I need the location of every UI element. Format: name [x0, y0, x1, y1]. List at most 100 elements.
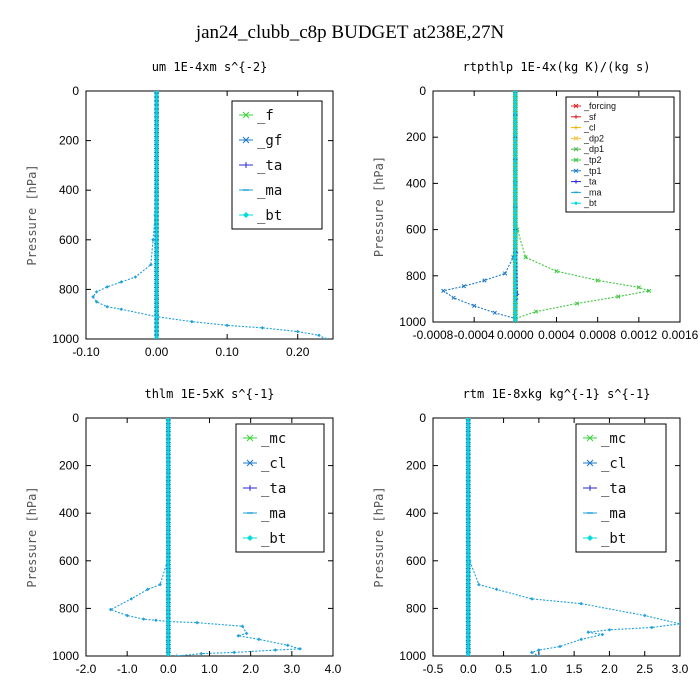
legend: _mc _cl _ta _ma _bt: [235, 423, 325, 553]
y-tick-label: 600: [406, 554, 426, 568]
data-point: [466, 453, 471, 459]
legend-label: _gf: [257, 133, 282, 149]
y-axis-label: Pressure [hPa]: [372, 156, 386, 257]
data-point: [166, 568, 171, 573]
series-bt: [166, 418, 171, 656]
legend-marker: [242, 111, 250, 119]
x-tick-label: 0.0004: [538, 328, 575, 342]
legend-label: _ta: [583, 177, 597, 187]
data-point: [513, 162, 518, 168]
data-point: [94, 300, 99, 304]
series-group: [441, 91, 652, 322]
legend-marker: [247, 485, 253, 491]
data-point: [154, 263, 159, 268]
data-point: [466, 629, 471, 634]
data-point: [154, 303, 159, 308]
data-point: [513, 277, 518, 282]
data-point: [166, 511, 171, 516]
data-point: [91, 295, 95, 299]
panel-title: um 1E-4xm s^{-2}: [152, 60, 268, 74]
y-tick-label: 600: [59, 233, 79, 247]
data-point: [154, 144, 159, 149]
data-point: [466, 587, 471, 592]
legend-entry: _bt: [239, 208, 282, 224]
data-point: [513, 192, 518, 197]
data-point: [154, 295, 159, 300]
data-point: [466, 446, 471, 451]
data-point: [166, 488, 171, 493]
legend-marker: [573, 136, 579, 141]
legend-entry: _ma: [243, 506, 286, 522]
x-tick-label: 0.0008: [579, 328, 616, 342]
data-point: [513, 114, 518, 120]
data-point: [513, 173, 518, 179]
data-point: [513, 155, 518, 160]
data-point: [465, 418, 471, 421]
data-point: [477, 582, 481, 587]
legend-marker: [574, 179, 578, 184]
data-point: [513, 91, 518, 94]
data-point: [466, 507, 471, 512]
data-point: [466, 552, 471, 558]
data-point: [129, 597, 134, 601]
data-point: [154, 247, 159, 252]
data-point: [154, 128, 159, 133]
legend-marker: [242, 136, 250, 144]
data-point: [298, 647, 302, 651]
legend-entry: _tp2: [571, 155, 602, 165]
data-point: [466, 491, 471, 497]
data-point: [154, 334, 159, 339]
data-point: [513, 236, 518, 242]
data-point: [154, 136, 159, 141]
data-point: [513, 159, 518, 164]
legend-entry: _cl: [243, 456, 286, 472]
data-point: [166, 495, 171, 501]
data-point: [154, 148, 159, 153]
data-point: [466, 549, 471, 554]
data-point: [166, 598, 171, 603]
panel-4: rtm 1E-8xkg kg^{-1} s^{-1} Pressure [hPa]…: [372, 387, 689, 676]
series-group: [91, 91, 328, 339]
data-point: [586, 630, 591, 634]
x-tick-label: -0.5: [423, 662, 444, 676]
data-point: [154, 211, 159, 217]
data-point: [513, 181, 518, 186]
data-point: [154, 291, 159, 296]
data-point: [600, 632, 605, 637]
data-point: [513, 273, 518, 278]
legend-label: _dp2: [583, 133, 604, 143]
data-point: [317, 333, 321, 338]
legend-label: _cl: [601, 456, 626, 472]
data-point: [607, 628, 612, 632]
data-point: [461, 284, 467, 289]
legend-box: [235, 423, 325, 553]
legend-entry: _forcing: [571, 101, 616, 111]
data-point: [513, 110, 518, 116]
data-point: [466, 511, 471, 516]
data-point: [513, 96, 518, 101]
data-point: [466, 545, 471, 550]
data-point: [273, 648, 278, 652]
data-point: [166, 431, 171, 436]
data-point: [466, 617, 471, 623]
data-point: [513, 199, 518, 205]
y-tick-label: 0: [419, 84, 426, 98]
x-tick-label: 3.0: [283, 662, 300, 676]
data-point: [154, 124, 159, 129]
data-point: [466, 518, 471, 524]
data-point: [154, 172, 159, 177]
data-point: [154, 199, 159, 205]
data-point: [154, 156, 159, 161]
x-tick-label: -1.0: [117, 662, 138, 676]
data-point: [166, 644, 171, 649]
legend-marker: [247, 535, 253, 541]
x-tick-label: 1.0: [531, 662, 548, 676]
data-point: [166, 518, 171, 524]
data-point: [154, 176, 159, 181]
y-tick-label: 1000: [399, 649, 426, 663]
legend-entry: _dp1: [571, 144, 604, 154]
data-point: [574, 301, 580, 306]
data-point: [154, 140, 159, 145]
data-point: [513, 107, 518, 112]
data-point: [466, 419, 471, 425]
